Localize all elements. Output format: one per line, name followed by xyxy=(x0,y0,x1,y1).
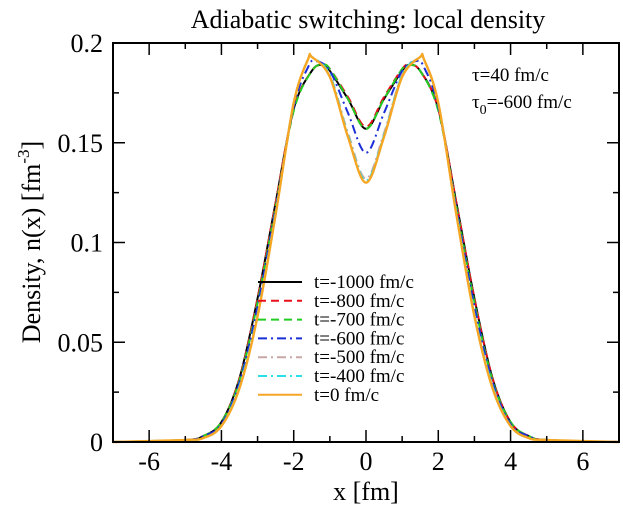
annotation-tau: τ=40 fm/c xyxy=(472,65,549,86)
legend: t=-1000 fm/ct=-800 fm/ct=-700 fm/ct=-600… xyxy=(258,272,414,406)
x-tick-label: 6 xyxy=(576,447,589,476)
y-tick-label: 0.15 xyxy=(58,129,104,158)
x-axis-title: x [fm] xyxy=(333,477,399,505)
legend-label: t=0 fm/c xyxy=(314,385,379,406)
series-lines xyxy=(112,52,620,444)
series-line-3 xyxy=(112,63,620,443)
y-tick-label: 0.1 xyxy=(71,229,104,258)
axis-tick-labels: -6 -4 -2 0 2 4 6 0 0.05 0.1 0.15 0.2 xyxy=(58,29,590,476)
legend-label: t=-800 fm/c xyxy=(314,291,404,312)
y-axis-title-main: Density, n(x) [fm xyxy=(17,164,46,344)
y-tick-label: 0.2 xyxy=(71,29,104,58)
annotation-tau0-symbol: τ xyxy=(472,92,480,113)
legend-label: t=-600 fm/c xyxy=(314,328,404,349)
axis-ticks xyxy=(112,42,620,443)
y-tick-label: 0.05 xyxy=(58,328,104,357)
x-tick-label: -2 xyxy=(283,447,305,476)
annotation-tau0-value: =-600 fm/c xyxy=(487,92,572,113)
series-line-7 xyxy=(112,52,620,444)
legend-label: t=-500 fm/c xyxy=(314,347,404,368)
x-tick-label: -6 xyxy=(138,447,160,476)
x-tick-label: -4 xyxy=(211,447,233,476)
y-tick-label: 0 xyxy=(90,428,103,457)
chart-title: Adiabatic switching: local density xyxy=(191,5,546,34)
x-tick-label: 4 xyxy=(504,447,517,476)
annotation-tau0: τ0=-600 fm/c xyxy=(472,92,572,118)
legend-label: t=-1000 fm/c xyxy=(314,272,414,293)
y-axis-title: Density, n(x) [fm-3] xyxy=(14,141,46,343)
y-axis-title-exponent: -3 xyxy=(14,149,33,163)
x-tick-label: 0 xyxy=(360,447,373,476)
legend-label: t=-700 fm/c xyxy=(314,310,404,331)
legend-label: t=-400 fm/c xyxy=(314,366,404,387)
x-tick-label: 2 xyxy=(432,447,445,476)
annotation-tau0-subscript: 0 xyxy=(480,103,487,118)
y-axis-title-close: ] xyxy=(17,141,46,150)
